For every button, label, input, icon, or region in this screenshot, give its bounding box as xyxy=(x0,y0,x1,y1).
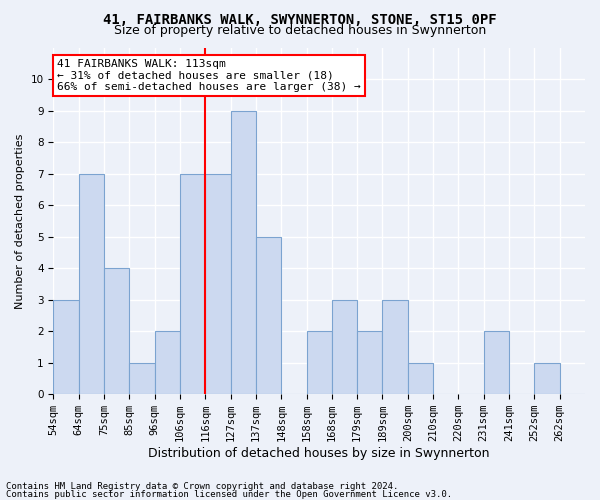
Bar xyxy=(332,300,357,394)
Bar xyxy=(53,300,79,394)
Text: Contains public sector information licensed under the Open Government Licence v3: Contains public sector information licen… xyxy=(6,490,452,499)
Bar xyxy=(130,362,155,394)
Bar xyxy=(230,110,256,394)
Bar xyxy=(180,174,205,394)
Text: Contains HM Land Registry data © Crown copyright and database right 2024.: Contains HM Land Registry data © Crown c… xyxy=(6,482,398,491)
Bar xyxy=(307,331,332,394)
X-axis label: Distribution of detached houses by size in Swynnerton: Distribution of detached houses by size … xyxy=(148,447,490,460)
Text: 41, FAIRBANKS WALK, SWYNNERTON, STONE, ST15 0PF: 41, FAIRBANKS WALK, SWYNNERTON, STONE, S… xyxy=(103,12,497,26)
Bar xyxy=(535,362,560,394)
Bar xyxy=(104,268,130,394)
Bar xyxy=(256,236,281,394)
Bar xyxy=(205,174,230,394)
Bar xyxy=(357,331,382,394)
Bar xyxy=(408,362,433,394)
Text: Size of property relative to detached houses in Swynnerton: Size of property relative to detached ho… xyxy=(114,24,486,37)
Y-axis label: Number of detached properties: Number of detached properties xyxy=(15,133,25,308)
Bar xyxy=(484,331,509,394)
Text: 41 FAIRBANKS WALK: 113sqm
← 31% of detached houses are smaller (18)
66% of semi-: 41 FAIRBANKS WALK: 113sqm ← 31% of detac… xyxy=(57,58,361,92)
Bar xyxy=(382,300,408,394)
Bar xyxy=(79,174,104,394)
Bar xyxy=(155,331,180,394)
